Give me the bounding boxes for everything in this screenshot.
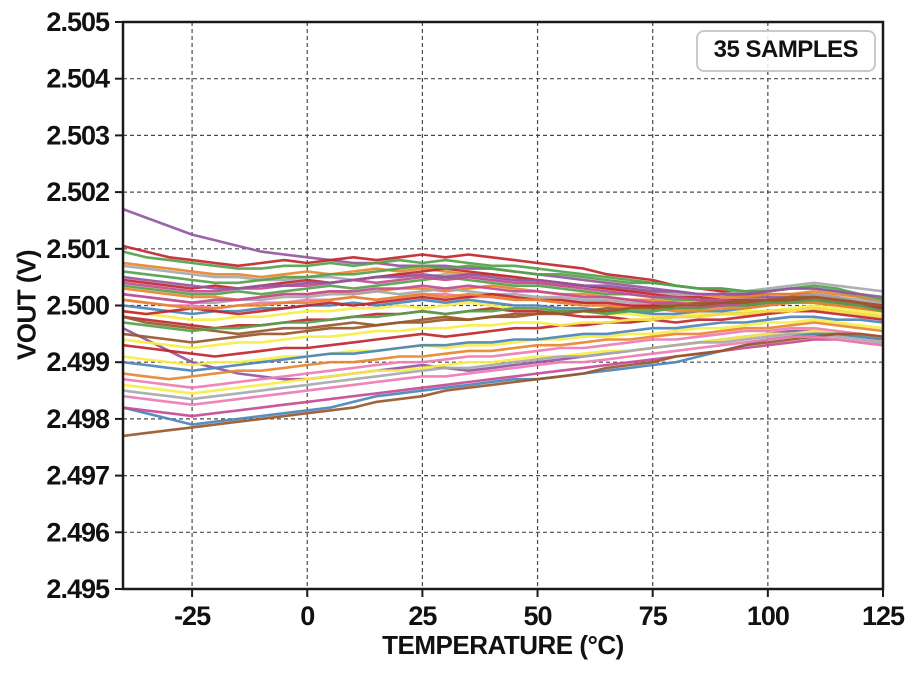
series-line — [123, 244, 883, 310]
y-tick-label: 2.499 — [46, 347, 110, 377]
y-tick-label: 2.505 — [46, 7, 110, 37]
series-line — [123, 332, 883, 401]
series-line — [123, 295, 883, 336]
series-line — [123, 332, 883, 438]
series-line — [123, 338, 883, 418]
series-line — [123, 321, 883, 381]
x-tick-label: -25 — [174, 601, 211, 631]
y-tick-label: 2.504 — [46, 64, 110, 94]
series-line — [123, 264, 883, 302]
y-tick-label: 2.500 — [46, 291, 109, 321]
series-line — [123, 306, 883, 350]
samples-count-badge: 35 SAMPLES — [695, 30, 876, 72]
x-tick-label: 25 — [408, 601, 437, 631]
x-axis-title: TEMPERATURE (°C) — [382, 630, 624, 660]
x-tick-label: 0 — [300, 601, 314, 631]
y-tick-label: 2.502 — [46, 177, 109, 207]
x-tick-label: 125 — [862, 601, 905, 631]
series-line — [123, 326, 883, 390]
y-tick-label: 2.498 — [46, 404, 110, 434]
y-tick-label: 2.495 — [46, 574, 110, 604]
y-tick-label: 2.503 — [46, 120, 110, 150]
series-line — [123, 332, 883, 426]
series-line — [123, 301, 883, 322]
series-line — [123, 329, 883, 395]
series-line — [123, 292, 883, 313]
x-tick-label: 100 — [747, 601, 789, 631]
series-line — [123, 335, 883, 407]
series-line — [123, 318, 883, 367]
series-line — [123, 298, 883, 333]
x-tick-label: 50 — [524, 601, 552, 631]
y-tick-label: 2.496 — [46, 517, 110, 547]
y-axis-title: VOUT (V) — [11, 249, 42, 361]
y-tick-label: 2.501 — [46, 234, 110, 264]
series-line — [123, 264, 883, 296]
series-line — [123, 272, 883, 299]
y-tick-label: 2.497 — [46, 461, 109, 491]
series-line — [123, 315, 883, 373]
series-line — [123, 295, 883, 344]
x-tick-label: 75 — [639, 601, 668, 631]
